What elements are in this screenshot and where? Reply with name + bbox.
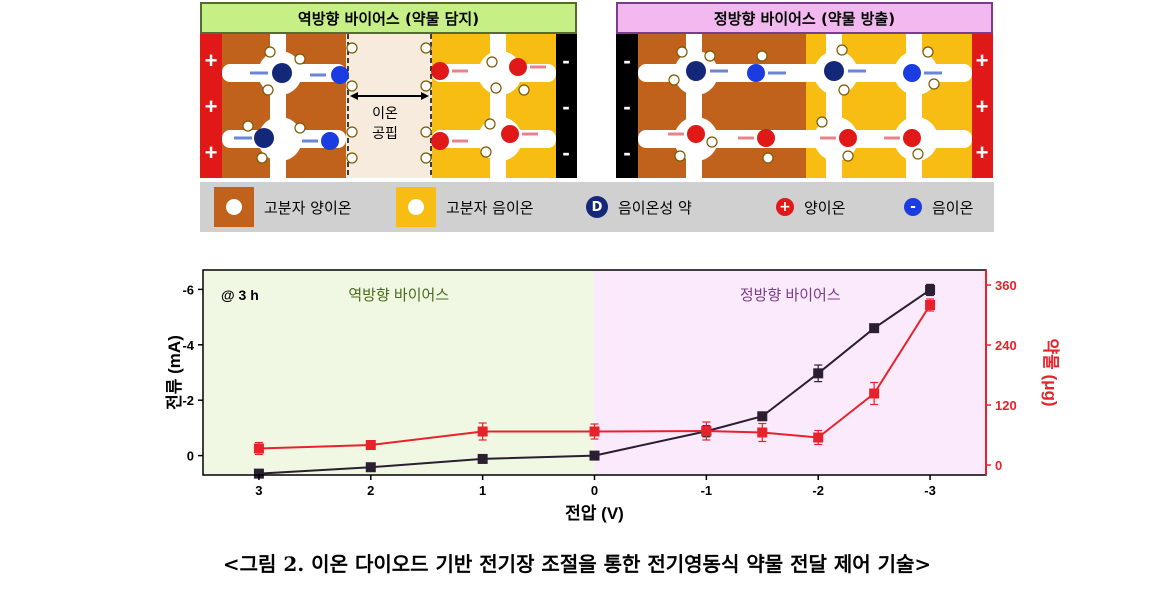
- y-right-tick-label: 360: [995, 278, 1017, 293]
- legend-label-polymer-cation: 고분자 양이온: [264, 198, 352, 217]
- y-right-tick-label: 240: [995, 338, 1017, 353]
- current-drug-chart: 역방향 바이어스 정방향 바이어스 @ 3 h 3 2 1 0 -1 -2 -3 -6 -4 -2…: [165, 269, 1061, 523]
- left-electrode-plus-2: +: [205, 94, 218, 119]
- right-electrode-plus-1: +: [976, 48, 989, 73]
- series-1-point: [869, 388, 880, 399]
- left-electrode-minus-3: -: [562, 140, 569, 165]
- x-tick-label: 2: [367, 483, 374, 498]
- series-0-point: [869, 323, 880, 334]
- cation-icon: +: [776, 198, 794, 216]
- y-left-tick-label: 0: [187, 449, 194, 464]
- x-axis-label: 전압 (V): [565, 503, 624, 523]
- y-right-tick-label: 120: [995, 398, 1017, 413]
- right-electrode-minus-3: -: [623, 140, 630, 165]
- anion-icon: -: [904, 198, 922, 216]
- y-left-tick-label: -4: [182, 338, 194, 353]
- series-0-point: [477, 453, 488, 464]
- polymer-cation-swatch-icon: [214, 187, 254, 227]
- legend-label-anionic-drug: 음이온성 약: [618, 198, 692, 217]
- ion-depletion-label-line1: 이온: [372, 106, 398, 122]
- right-electrode-minus-1: -: [623, 48, 630, 73]
- series-0-point: [253, 468, 264, 479]
- series-1-point: [589, 426, 600, 437]
- series-1-point: [757, 427, 768, 438]
- x-tick-label: -3: [924, 483, 936, 498]
- legend-label-polymer-anion: 고분자 음이온: [446, 198, 534, 217]
- y-axis-left-label: 전류 (mA): [165, 335, 184, 410]
- ion-depletion-label-line2: 공핍: [372, 126, 398, 142]
- left-electrode-plus-1: +: [205, 48, 218, 73]
- legend-item-anionic-drug: D 음이온성 약: [586, 182, 692, 232]
- ion-depletion-label: 이온 공핍: [360, 104, 410, 144]
- series-1-point: [253, 443, 264, 454]
- series-0-point: [589, 450, 600, 461]
- series-0-point: [757, 411, 768, 422]
- right-electrode-minus-2: -: [623, 94, 630, 119]
- right-panel-illustration: - - - + + +: [616, 34, 993, 178]
- time-annotation: @ 3 h: [221, 287, 259, 303]
- right-panel-title: 정방향 바이어스 (약물 방출): [616, 2, 993, 34]
- legend-item-anion: - 음이온: [904, 182, 973, 232]
- series-1-point: [477, 426, 488, 437]
- series-0-point: [925, 284, 936, 295]
- y-left-tick-label: -2: [182, 393, 194, 408]
- y-right-tick-label: 0: [995, 458, 1002, 473]
- x-tick-label: -2: [812, 483, 824, 498]
- x-tick-label: 0: [591, 483, 598, 498]
- legend-bar: 고분자 양이온 고분자 음이온 D 음이온성 약 + 양이온 - 음이온: [200, 182, 994, 232]
- left-electrode-minus-1: -: [562, 48, 569, 73]
- x-tick-label: -1: [701, 483, 713, 498]
- forward-bias-region-label: 정방향 바이어스: [740, 287, 841, 304]
- left-electrode-minus-2: -: [562, 94, 569, 119]
- left-panel-illustration: + + + - - -: [200, 34, 577, 178]
- series-1-point: [925, 300, 936, 310]
- x-tick-label: 3: [255, 483, 262, 498]
- legend-item-polymer-cation: 고분자 양이온: [214, 182, 352, 232]
- y-left-tick-label: -6: [182, 282, 194, 297]
- series-1-point: [365, 440, 376, 450]
- series-0-point: [365, 462, 376, 473]
- x-tick-label: 1: [479, 483, 486, 498]
- y-axis-right-label: 약물 (μg): [1041, 338, 1061, 406]
- figure-caption: <그림 2. 이온 다이오드 기반 전기장 조절을 통한 전기영동식 약물 전달…: [222, 552, 932, 576]
- legend-label-anion: 음이온: [932, 198, 974, 217]
- legend-item-polymer-anion: 고분자 음이온: [396, 182, 534, 232]
- legend-item-cation: + 양이온: [776, 182, 845, 232]
- right-electrode-plus-3: +: [976, 140, 989, 165]
- polymer-anion-swatch-icon: [396, 187, 436, 227]
- left-electrode-plus-3: +: [205, 140, 218, 165]
- legend-label-cation: 양이온: [804, 198, 846, 217]
- drug-molecule-icon: D: [586, 196, 608, 218]
- right-electrode-plus-2: +: [976, 94, 989, 119]
- reverse-bias-region-label: 역방향 바이어스: [348, 287, 449, 304]
- series-0-point: [813, 368, 824, 379]
- series-1-point: [701, 426, 712, 436]
- left-panel-title: 역방향 바이어스 (약물 담지): [200, 2, 577, 34]
- series-1-point: [813, 432, 824, 443]
